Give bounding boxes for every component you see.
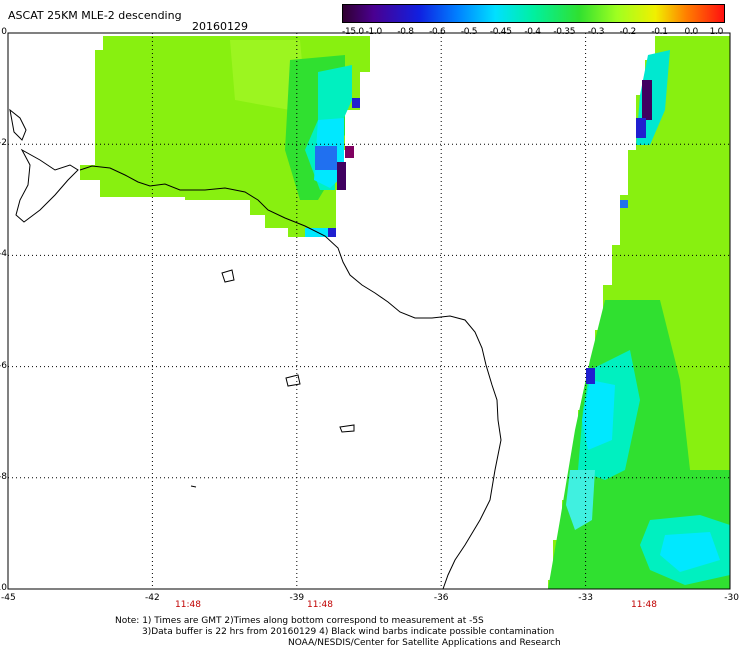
y-tick-label: -6 [0,360,7,371]
left-swath-magenta [345,146,354,158]
colorbar-tick-label: -15.0 [342,27,364,37]
y-tick-label: -8 [0,471,7,482]
amazon-delta-island [15,148,79,223]
left-swath-blue-cell [352,98,360,108]
time-label: 11:48 [631,600,657,610]
colorbar-tick-label: -0.8 [397,27,414,37]
x-tick-label: -33 [578,593,593,603]
right-swath-blue [636,118,646,138]
x-tick-label: -39 [289,593,305,603]
colorbar-tick-label: 1.0 [709,27,724,37]
colorbar-tick-label: -0.3 [587,27,605,37]
left-swath-bottom-blue [328,228,336,237]
right-swath-cyan-low [566,470,595,530]
x-tick-label: -36 [433,593,449,603]
island-4 [190,485,197,488]
island-3 [339,424,355,433]
time-label: 11:48 [307,600,333,610]
y-tick-label: 0 [1,27,7,37]
left-swath-purple [337,162,346,190]
coastline [79,165,502,590]
island-2 [285,374,301,387]
colorbar-tick-label: -0.45 [489,27,512,37]
colorbar-tick-label: -0.4 [524,27,541,37]
map-frame [7,32,731,590]
left-swath-blue-core [315,146,337,170]
colorbar-tick-label: 0.0 [684,27,699,37]
x-tick-label: -30 [724,593,739,603]
note-line-2: 3)Data buffer is 22 hrs from 20160129 4)… [142,627,555,637]
right-swath-blue-mid [586,368,595,384]
island-1 [221,269,235,283]
x-tick-label: -45 [1,593,16,603]
colorbar-tick-label: -0.1 [651,27,668,37]
note-line-3: NOAA/NESDIS/Center for Satellite Applica… [288,638,561,648]
y-tick-label: -4 [0,249,7,260]
right-swath-cyan-bottom [660,532,720,572]
map-title: ASCAT 25KM MLE-2 descending [8,9,182,22]
x-tick-label: -42 [145,593,160,603]
colorbar [342,4,725,23]
colorbar-tick-label: -0.5 [460,27,478,37]
time-label: 11:48 [175,600,201,610]
right-swath-blue-cell [620,200,628,208]
colorbar-tick-label: -1.0 [365,27,383,37]
colorbar-tick-label: -0.2 [619,27,637,37]
y-tick-label: -10 [0,583,7,593]
left-swath-light [230,40,305,110]
colorbar-tick-label: -0.35 [553,27,576,37]
colorbar-tick-label: -0.6 [429,27,446,37]
y-tick-label: -2 [0,138,7,149]
note-line-1: Note: 1) Times are GMT 2)Times along bot… [115,616,484,626]
delta-island-north [9,108,27,141]
right-swath-cyan-mid [582,380,615,450]
map-date: 20160129 [192,20,248,33]
right-swath-purple [642,80,652,120]
